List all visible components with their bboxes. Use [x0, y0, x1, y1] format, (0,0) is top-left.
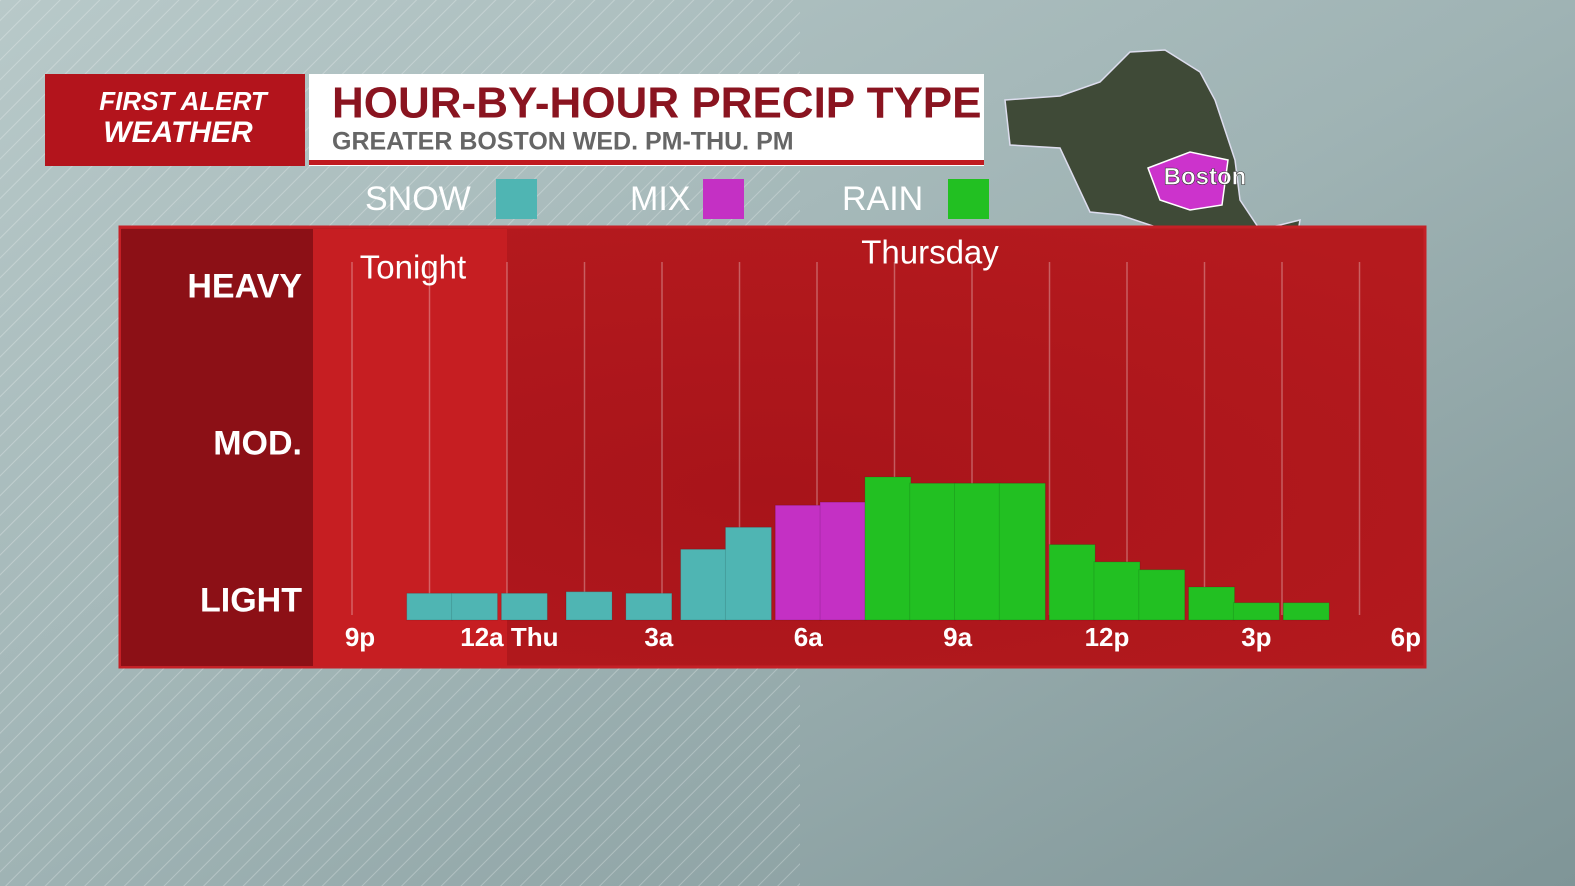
bar [864, 476, 912, 621]
x-tick-label: 12p [1085, 622, 1130, 652]
x-tick-label: 9a [943, 622, 972, 652]
legend-swatch [948, 179, 989, 219]
bar [954, 482, 1002, 621]
bar [1232, 602, 1280, 621]
bar [998, 482, 1046, 621]
bar [680, 548, 728, 621]
annotation: Thursday [861, 234, 999, 271]
legend-swatch [496, 179, 537, 219]
bar [1188, 586, 1236, 621]
bar [724, 526, 772, 621]
map-label: Boston [1164, 163, 1247, 190]
chart-subtitle: GREATER BOSTON WED. PM-THU. PM [332, 128, 794, 156]
bar [1093, 561, 1141, 621]
bar [774, 504, 822, 621]
x-tick-label: 6p [1391, 622, 1421, 652]
bar [625, 592, 673, 621]
x-tick-label: 3p [1241, 622, 1271, 652]
legend-label: RAIN [842, 180, 923, 218]
title-underline [309, 160, 984, 165]
y-tick-label: LIGHT [200, 582, 302, 620]
y-tick-label: MOD. [213, 424, 302, 462]
tonight-band [313, 229, 507, 666]
bar [1282, 602, 1330, 621]
x-tick-label: 3a [644, 622, 673, 652]
x-tick-label: 12a Thu [460, 622, 558, 652]
bar [1048, 544, 1096, 621]
x-tick-label: 6a [794, 622, 823, 652]
map-region [1004, 49, 1301, 269]
chart-title: HOUR-BY-HOUR PRECIP TYPE [332, 79, 982, 128]
y-tick-label: HEAVY [187, 267, 302, 305]
label-column [121, 229, 313, 666]
title-box [309, 74, 984, 166]
bar [909, 482, 957, 621]
legend-label: MIX [630, 180, 690, 218]
legend-label: SNOW [365, 180, 471, 218]
bar [565, 591, 613, 621]
bar [819, 501, 867, 621]
legend-swatch [703, 179, 744, 219]
map-boston [1147, 151, 1229, 211]
annotation: Tonight [360, 249, 466, 286]
x-tick-label: 9p [345, 622, 375, 652]
logo-text: FIRST ALERT [99, 86, 269, 116]
logo-box [45, 74, 305, 166]
bar [406, 592, 454, 621]
bar [500, 592, 548, 621]
logo-text: WEATHER [103, 116, 253, 149]
bar [1138, 569, 1186, 621]
bar [451, 592, 499, 621]
